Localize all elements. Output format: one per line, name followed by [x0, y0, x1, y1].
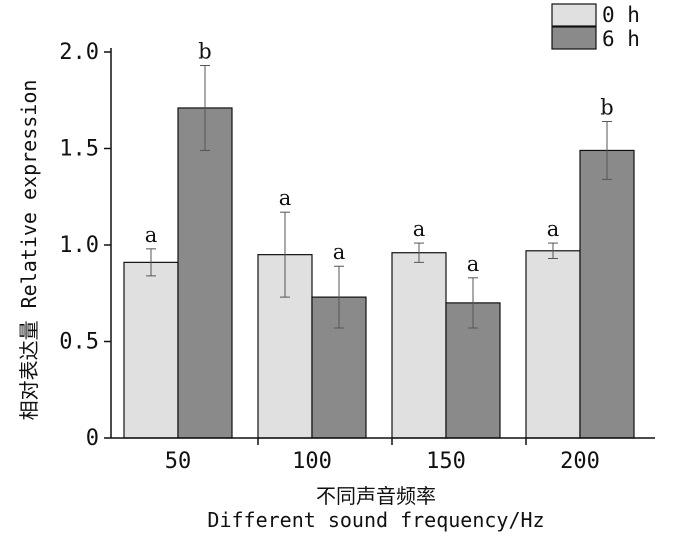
legend-swatch-0h — [551, 3, 597, 27]
bar-0h-200 — [525, 250, 581, 439]
y-tick-label: 0.5 — [59, 330, 99, 355]
significance-label: a — [413, 217, 426, 241]
legend: 0 h 6 h — [551, 3, 640, 51]
significance-label: a — [333, 240, 346, 264]
x-axis-title-line2: Different sound frequency/Hz — [207, 508, 544, 532]
x-tick-label: 50 — [165, 449, 192, 474]
bar-0h-50 — [123, 261, 179, 439]
x-tick-label: 100 — [292, 449, 332, 474]
y-tick-label: 1.0 — [59, 233, 99, 258]
significance-label: a — [279, 186, 292, 210]
significance-label: a — [547, 217, 560, 241]
y-tick-label: 0 — [86, 426, 99, 451]
x-tick-label: 200 — [560, 449, 600, 474]
bar-6h-200 — [579, 149, 635, 439]
x-axis-title-line1: 不同声音频率 — [316, 484, 436, 508]
legend-swatch-6h — [551, 26, 597, 50]
significance-label: a — [467, 252, 480, 276]
bar-0h-150 — [391, 252, 447, 439]
significance-label: b — [198, 40, 211, 64]
axes-layer: 0 0.5 1.0 1.5 2.0 50 100 150 200 — [59, 40, 655, 474]
y-tick-label: 1.5 — [59, 137, 99, 162]
y-axis-title: 相对表达量 Relative expression — [17, 80, 41, 421]
x-tick-label: 150 — [426, 449, 466, 474]
significance-label: a — [145, 223, 158, 247]
legend-label-6h: 6 h — [602, 27, 640, 51]
y-tick-label: 2.0 — [59, 40, 99, 65]
bars-layer: a a a a b a a b — [123, 40, 635, 439]
legend-label-0h: 0 h — [602, 3, 640, 27]
significance-label: b — [600, 95, 613, 119]
bar-6h-50 — [177, 107, 233, 439]
